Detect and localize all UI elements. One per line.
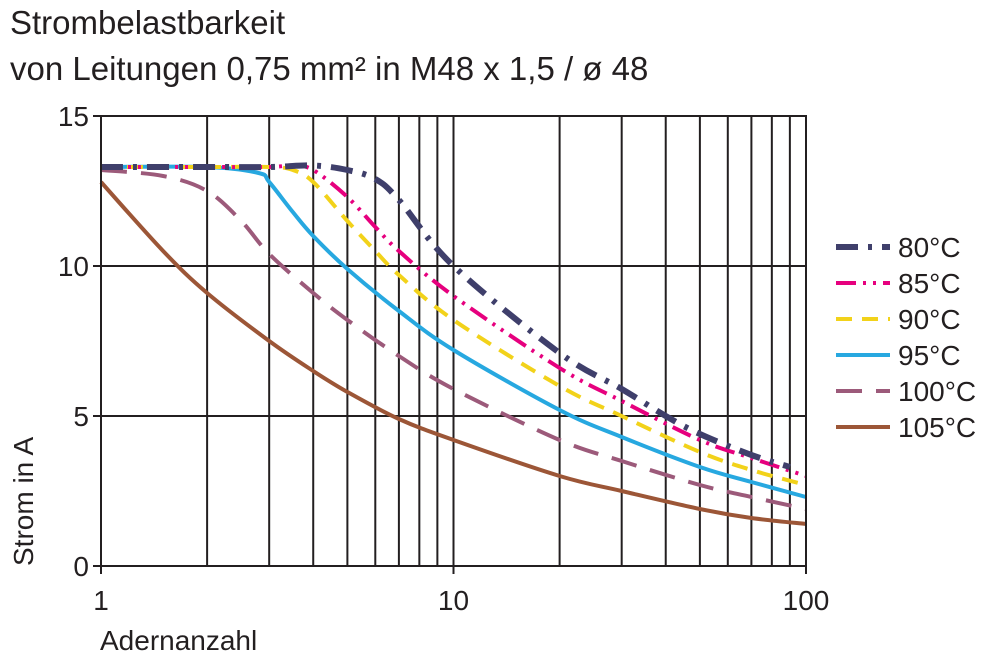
legend-label: 105°C: [898, 412, 976, 443]
chart-title: Strombelastbarkeit: [10, 4, 286, 41]
chart-title-block: Strombelastbarkeit von Leitungen 0,75 mm…: [10, 0, 648, 92]
legend-label: 85°C: [898, 268, 961, 299]
axes: 0 5 10 15 1 10 100: [58, 101, 830, 616]
grid: [101, 116, 806, 566]
y-tick-label: 15: [58, 101, 89, 132]
y-axis-title: Strom in A: [8, 437, 39, 566]
legend-label: 80°C: [898, 232, 961, 263]
legend-label: 95°C: [898, 340, 961, 371]
legend: 80°C 85°C 90°C 95°C 100°C 105°C: [836, 232, 976, 443]
y-tick-label: 10: [58, 251, 89, 282]
series-line-105°C: [99, 180, 807, 526]
x-axis-title: Adernanzahl: [100, 625, 257, 656]
legend-label: 100°C: [898, 376, 976, 407]
series-layer: [99, 162, 807, 526]
series-line-95°C: [100, 164, 807, 499]
chart-subtitle: von Leitungen 0,75 mm² in M48 x 1,5 / ø …: [10, 50, 649, 87]
x-tick-label: 100: [783, 585, 830, 616]
legend-label: 90°C: [898, 304, 961, 335]
x-tick-label: 10: [438, 585, 469, 616]
x-tick-label: 1: [93, 585, 109, 616]
series-line-85°C: [101, 163, 807, 478]
y-tick-label: 0: [73, 551, 89, 582]
y-tick-label: 5: [73, 401, 89, 432]
